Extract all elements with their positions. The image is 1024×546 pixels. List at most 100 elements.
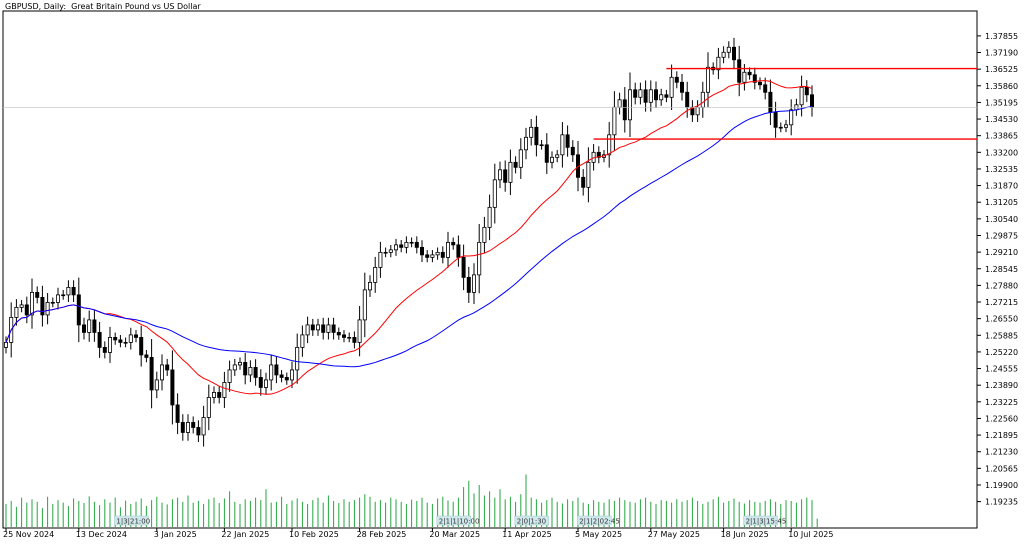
candle-body [133,334,138,338]
candle-body [643,89,648,103]
candle-body [50,301,55,304]
candle-body [76,294,81,326]
time-mark-box [743,515,778,526]
candle-body [664,94,669,98]
candle-body [742,71,747,83]
symbol-label: GBPUSD [5,2,39,11]
candle-body [378,251,383,268]
candle-body [357,319,362,343]
candle-body [92,319,97,333]
y-tick-label: 1.28545 [985,265,1018,274]
candle-body [716,56,721,71]
candle-body [165,364,170,371]
y-tick-label: 1.27215 [985,298,1018,307]
candle-body [227,369,232,383]
y-tick-label: 1.32535 [985,165,1018,174]
candle-body [82,324,87,333]
candle-body [471,274,476,293]
candle-body [300,334,305,348]
candle-body [456,244,461,258]
y-tick-label: 1.35195 [985,98,1018,107]
time-mark-label: 1|3|21:00 [116,518,150,526]
candle-body [248,367,253,376]
candle-body [560,134,565,156]
candle-body [367,281,372,291]
candle-body [518,149,523,168]
candle-body [778,126,783,129]
candle-body [789,109,794,126]
time-mark-box [576,515,612,526]
candle-body [404,241,409,248]
candle-body [139,337,144,356]
candle-body [24,304,29,316]
moving-average-slow [5,105,813,368]
x-tick-label: 18 Jun 2025 [721,530,769,539]
candle-body [29,291,34,316]
symbol-description: Great Britain Pound vs US Dollar [71,2,201,11]
candle-body [14,306,19,318]
candle-body [737,59,742,83]
x-tick-label: 3 Jan 2025 [154,530,197,539]
candle-body [466,276,471,293]
candle-body [758,81,763,86]
candle-body [258,377,263,388]
candle-body [752,74,757,83]
candle-body [586,161,591,188]
candle-body [159,364,164,381]
candle-body [482,226,487,243]
candle-body [430,254,435,258]
candle-body [492,179,497,208]
candle-body [175,404,180,423]
candle-body [570,146,575,156]
candle-body [477,241,482,276]
candle-body [524,136,529,151]
y-tick-label: 1.34530 [985,115,1018,124]
y-tick-label: 1.31205 [985,198,1018,207]
time-mark-label: 2|0|1:30 [517,518,546,526]
candle-body [534,126,539,146]
candle-body [170,369,175,406]
candle-body [445,241,450,258]
y-tick-label: 1.33200 [985,148,1018,157]
candle-body [388,249,393,253]
x-tick-label: 20 Mar 2025 [429,530,480,539]
candle-body [674,76,679,83]
candle-body [529,126,534,138]
candle-body [149,357,154,391]
candle-body [638,89,643,98]
candle-body [409,241,414,244]
candle-body [217,392,222,398]
candle-body [284,377,289,381]
y-tick-label: 1.26550 [985,315,1018,324]
candle-body [399,244,404,248]
candle-body [191,422,196,428]
y-tick-label: 1.27880 [985,281,1018,290]
candle-body [295,347,300,371]
candle-body [726,46,731,53]
time-mark-label: 2|1|2|02:45 [579,518,620,526]
y-tick-label: 1.33865 [985,132,1018,141]
y-tick-label: 1.30540 [985,215,1018,224]
candle-body [373,266,378,283]
x-tick-label: 22 Jan 2025 [221,530,269,539]
candle-body [113,337,118,341]
candle-body [128,334,133,343]
candle-body [108,337,113,353]
candle-body [274,364,279,376]
candle-body [263,379,268,388]
candle-body [544,144,549,163]
candle-body [40,296,45,316]
candle-body [695,106,700,116]
candle-body [237,362,242,366]
candle-body [336,332,341,336]
candle-body [435,251,440,256]
candle-body [503,169,508,183]
candle-body [123,342,128,344]
candle-body [196,427,201,436]
candle-body [622,99,627,121]
candle-body [232,364,237,371]
candle-body [747,71,752,76]
candle-body [419,246,424,256]
candle-body [253,367,258,378]
